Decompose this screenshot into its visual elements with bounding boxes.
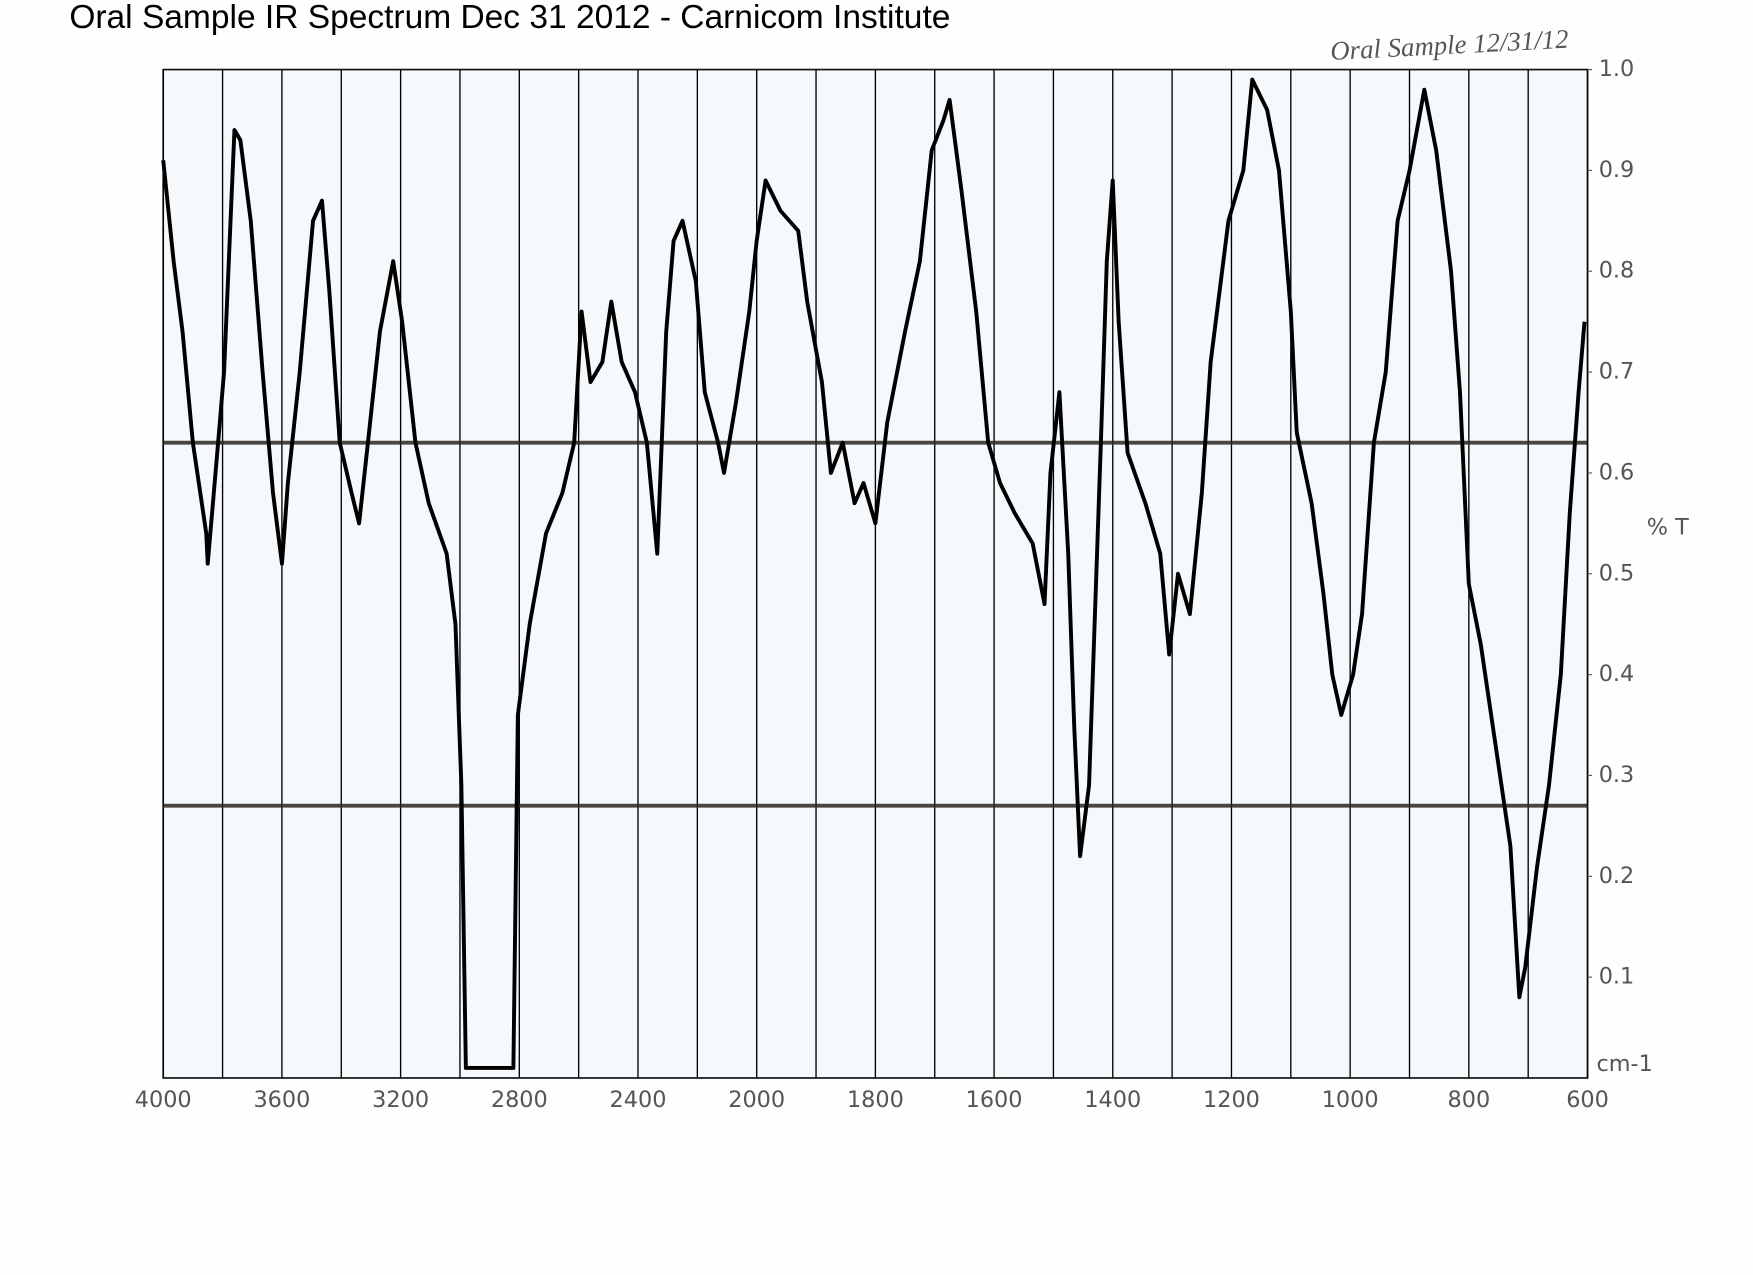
y-tick-label: 0.6 — [1599, 459, 1635, 485]
x-tick-label: 1200 — [1203, 1087, 1260, 1113]
x-tick-label: 600 — [1566, 1087, 1609, 1113]
y-tick-label: 0.5 — [1599, 560, 1635, 586]
x-tick-label: 3200 — [372, 1087, 429, 1113]
y-tick-label: 0.4 — [1599, 661, 1635, 687]
y-tick-label: 0.8 — [1599, 258, 1635, 284]
x-tick-label: 2000 — [728, 1087, 785, 1113]
chart-title: Oral Sample IR Spectrum Dec 31 2012 - Ca… — [69, 0, 950, 36]
annotation: Oral Sample 12/31/12 — [1329, 24, 1569, 66]
x-tick-label: 1800 — [847, 1087, 904, 1113]
spectrum-line — [161, 77, 1587, 1070]
x-axis-label: cm-1 — [1596, 1051, 1652, 1077]
y-tick-label: 0.7 — [1599, 359, 1635, 385]
y-axis-label: % T — [1647, 514, 1689, 540]
y-tick-label: 0.1 — [1599, 964, 1635, 990]
y-tick-label: 0.3 — [1599, 762, 1635, 788]
x-tick-label: 1400 — [1084, 1087, 1141, 1113]
y-tick-label: 0.9 — [1599, 157, 1635, 183]
x-tick-label: 2400 — [610, 1087, 667, 1113]
x-tick-label: 4000 — [135, 1087, 192, 1113]
x-tick-label: 1000 — [1322, 1087, 1379, 1113]
x-tick-label: 1600 — [966, 1087, 1023, 1113]
x-tick-label: 2800 — [491, 1087, 548, 1113]
x-tick-label: 3600 — [253, 1087, 310, 1113]
x-tick-label: 800 — [1448, 1087, 1491, 1113]
y-tick-label: 0.2 — [1599, 863, 1635, 889]
y-tick-label: 1.0 — [1599, 56, 1635, 82]
